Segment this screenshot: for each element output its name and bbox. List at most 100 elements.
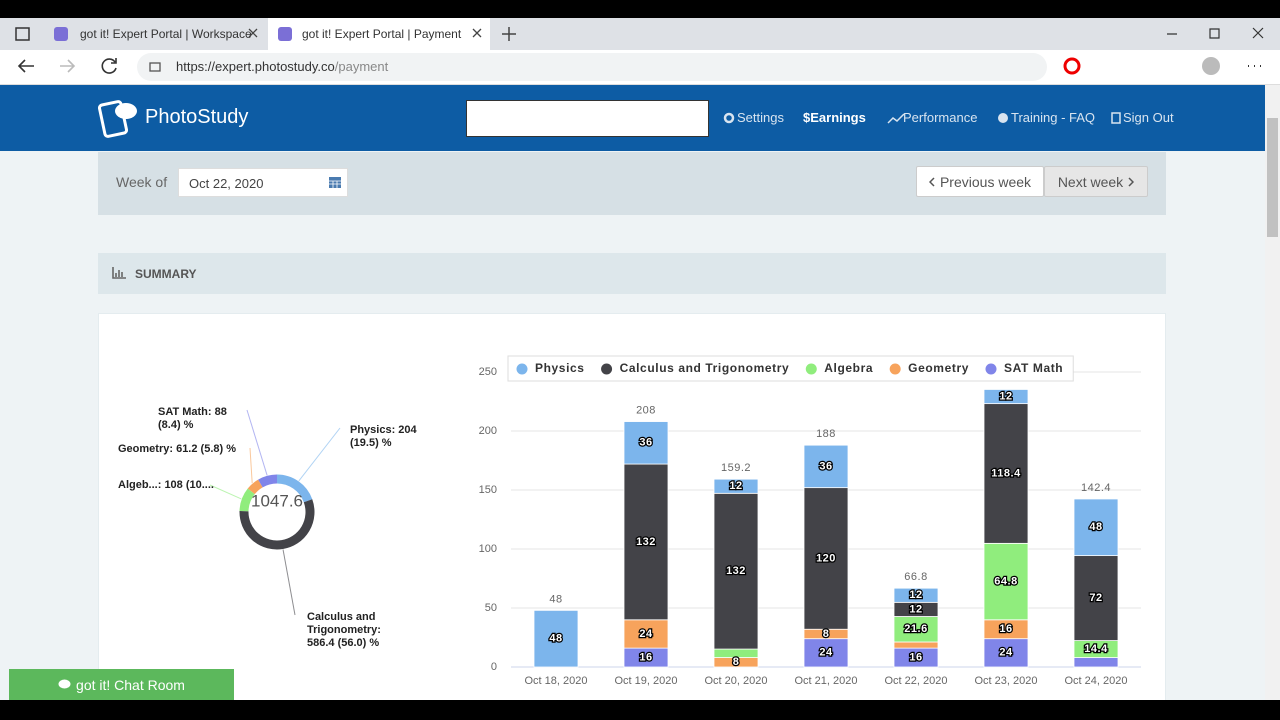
legend-marker xyxy=(805,363,817,375)
favicon xyxy=(278,27,292,41)
nav-link[interactable]: Training - FAQ xyxy=(1011,110,1096,125)
bar-value-label: 24 xyxy=(999,647,1013,659)
donut-slice xyxy=(239,499,315,550)
x-tick-label: Oct 21, 2020 xyxy=(795,675,858,687)
y-tick-label: 50 xyxy=(485,602,497,614)
url-field[interactable] xyxy=(137,53,1047,81)
lock xyxy=(149,62,161,72)
tab-menu-icon[interactable] xyxy=(15,27,30,41)
bar-segment xyxy=(893,587,939,603)
bar-value-label: 12 xyxy=(909,603,922,615)
nav-link-active[interactable]: $Earnings xyxy=(803,110,866,125)
tab[interactable]: got it! Expert Portal | Workspace xyxy=(80,27,252,41)
scrollbar[interactable] xyxy=(1265,85,1280,700)
donut-slice xyxy=(276,474,313,503)
leader-line xyxy=(282,549,296,616)
bar-value-label: 118.4 xyxy=(991,467,1021,479)
tab-close[interactable] xyxy=(248,28,482,38)
bar-total-label: 48 xyxy=(549,593,562,605)
legend-box xyxy=(507,355,1074,382)
legend-marker xyxy=(601,363,613,375)
x-tick-label: Oct 24, 2020 xyxy=(1065,675,1128,687)
bar-value-label: 72 xyxy=(1089,592,1102,604)
nav-link[interactable]: Settings xyxy=(737,110,784,125)
bar-value-label: 48 xyxy=(549,633,562,645)
summary-header xyxy=(98,253,1166,294)
bar-segment xyxy=(893,641,939,649)
donut-slice xyxy=(247,479,263,495)
bar-segment xyxy=(533,609,579,668)
brand[interactable]: PhotoStudy xyxy=(145,106,249,128)
bar-value-label: 16 xyxy=(909,651,922,663)
x-tick-label: Oct 19, 2020 xyxy=(615,675,678,687)
bar-segment xyxy=(713,478,759,494)
bar-total-label: 159.2 xyxy=(721,462,751,474)
forward[interactable] xyxy=(60,59,76,73)
donut-total: 1047.6 xyxy=(251,491,303,510)
leader-line xyxy=(209,484,242,500)
opera-icon[interactable] xyxy=(1063,57,1081,75)
nav-link[interactable]: Sign Out xyxy=(1123,110,1174,125)
bar-value-label: 8 xyxy=(733,656,740,668)
bar-value-label: 48 xyxy=(1089,521,1102,533)
bar-segment xyxy=(1073,498,1119,557)
donut-label: Geometry: 61.2 (5.8) % xyxy=(118,443,236,455)
bar-value-label: 16 xyxy=(999,623,1012,635)
x-tick-label: Oct 23, 2020 xyxy=(975,675,1038,687)
back[interactable] xyxy=(17,59,34,73)
bar-segment xyxy=(1073,657,1119,668)
bar-value-label: 36 xyxy=(819,460,832,472)
previous-week-button[interactable]: Previous week xyxy=(916,166,1044,197)
search-box[interactable] xyxy=(466,100,709,137)
y-tick-label: 250 xyxy=(479,366,497,378)
calendar-icon[interactable] xyxy=(328,175,342,189)
donut-label: Calculus and Trigonometry: 586.4 (56.0) … xyxy=(307,611,381,649)
legend-marker xyxy=(889,363,901,375)
bottom-bar xyxy=(0,700,1280,720)
legend-item: Geometry xyxy=(908,361,969,375)
tab-active[interactable]: got it! Expert Portal | Payment xyxy=(268,18,490,50)
bar-segment xyxy=(623,463,669,621)
nav-link[interactable]: Performance xyxy=(903,110,978,125)
chat-icon xyxy=(58,679,71,689)
bar-total-label: 188 xyxy=(816,428,836,440)
week-label: Week of xyxy=(116,174,168,190)
bar-value-label: 24 xyxy=(639,628,653,640)
legend-marker xyxy=(985,363,997,375)
bar-value-label: 36 xyxy=(639,437,652,449)
profile[interactable] xyxy=(1202,57,1220,75)
new-tab[interactable] xyxy=(502,27,516,41)
bar-segment xyxy=(983,542,1029,621)
window-controls[interactable] xyxy=(1167,27,1264,39)
summary-icon xyxy=(112,267,126,279)
date-input[interactable]: Oct 22, 2020 xyxy=(178,168,348,197)
chat-button[interactable]: got it! Chat Room xyxy=(9,669,234,700)
url-path: /payment xyxy=(334,59,389,74)
tab-strip xyxy=(0,18,1280,50)
toolbar-icons xyxy=(17,57,1261,75)
bar-value-label: 12 xyxy=(729,480,742,492)
next-week-button[interactable]: Next week xyxy=(1044,166,1148,197)
bar-segment xyxy=(983,638,1029,668)
donut-label: Algeb...: 108 (10.... xyxy=(118,479,214,491)
url: https://expert.photostudy.co/payment xyxy=(176,59,388,74)
bar-segment xyxy=(803,638,849,668)
bar-value-label: 132 xyxy=(636,536,656,548)
bar-segment xyxy=(893,616,939,643)
y-tick-label: 0 xyxy=(491,661,497,673)
tab-icons xyxy=(15,27,1264,41)
bar-labels: 48 48 16 24 132 36 208 8 132 12 159.2 24 8 120 36 188 16… xyxy=(548,372,1110,669)
bar-segment xyxy=(1073,555,1119,641)
bar-value-label: 8 xyxy=(823,628,830,640)
bars xyxy=(533,389,1119,668)
donut-label: Physics: 204 (19.5) % xyxy=(350,424,417,449)
reload[interactable] xyxy=(101,58,117,74)
scrollbar-thumb[interactable] xyxy=(1267,118,1278,237)
bar-segment xyxy=(713,492,759,650)
leader-line xyxy=(249,447,253,484)
legend-item: Physics xyxy=(535,361,585,375)
x-tick-label: Oct 22, 2020 xyxy=(885,675,948,687)
url-host: https://expert.photostudy.co xyxy=(176,59,335,74)
